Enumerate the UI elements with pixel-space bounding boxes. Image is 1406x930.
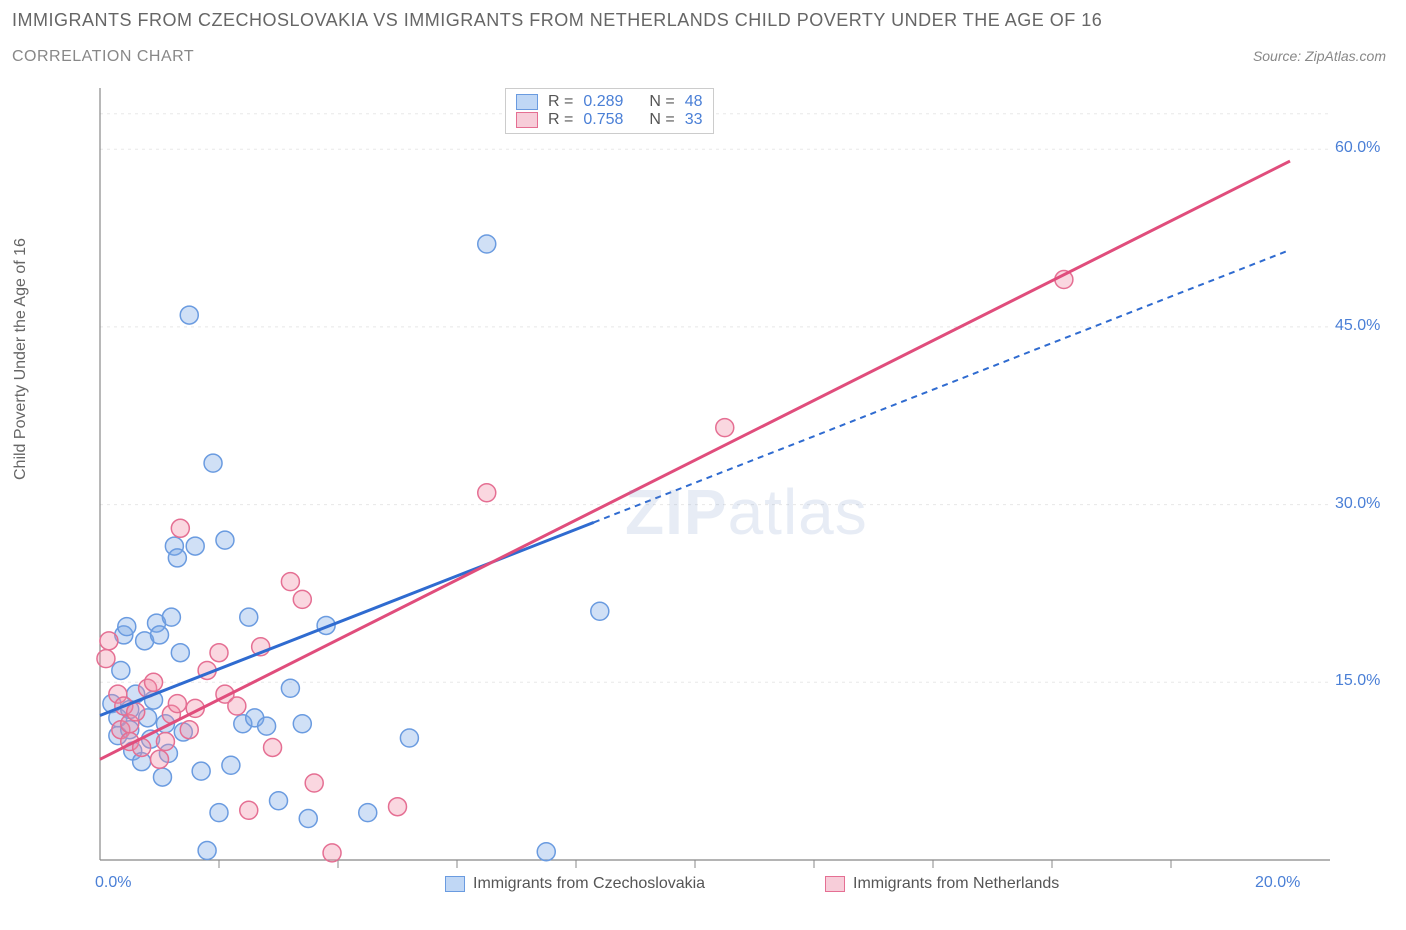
stats-r-value: 0.758 <box>583 111 623 129</box>
legend-label: Immigrants from Netherlands <box>853 875 1059 893</box>
correlation-stats-box: R = 0.289 N = 48 R = 0.758 N = 33 <box>505 88 714 134</box>
legend-item-czechoslovakia: Immigrants from Czechoslovakia <box>445 875 705 893</box>
stats-r-label: R = <box>548 93 573 111</box>
stats-row: R = 0.758 N = 33 <box>516 111 703 129</box>
stats-row: R = 0.289 N = 48 <box>516 93 703 111</box>
legend-label: Immigrants from Czechoslovakia <box>473 875 705 893</box>
source-attribution: Source: ZipAtlas.com <box>1253 48 1386 64</box>
y-tick-label: 60.0% <box>1335 139 1380 157</box>
stats-r-value: 0.289 <box>583 93 623 111</box>
x-tick-label: 20.0% <box>1255 874 1300 892</box>
y-tick-label: 45.0% <box>1335 317 1380 335</box>
stats-n-value: 33 <box>685 111 703 129</box>
chart-subtitle: CORRELATION CHART <box>12 48 194 66</box>
stats-n-label: N = <box>649 111 674 129</box>
y-tick-label: 15.0% <box>1335 672 1380 690</box>
stats-swatch-icon <box>516 112 538 128</box>
chart-area: R =0.289N =48R =0.758N =33 Immigrants fr… <box>65 85 1345 865</box>
chart-title: IMMIGRANTS FROM CZECHOSLOVAKIA VS IMMIGR… <box>12 10 1102 31</box>
legend-swatch-icon <box>825 876 845 892</box>
stats-n-value: 48 <box>685 93 703 111</box>
stats-r-label: R = <box>548 111 573 129</box>
x-tick-label: 0.0% <box>95 874 131 892</box>
stats-swatch-icon <box>516 94 538 110</box>
y-axis-label: Child Poverty Under the Age of 16 <box>12 238 30 480</box>
legend-swatch-icon <box>445 876 465 892</box>
stats-n-label: N = <box>649 93 674 111</box>
legend-item-netherlands: Immigrants from Netherlands <box>825 875 1059 893</box>
scatter-chart <box>65 85 1345 905</box>
y-tick-label: 30.0% <box>1335 495 1380 513</box>
